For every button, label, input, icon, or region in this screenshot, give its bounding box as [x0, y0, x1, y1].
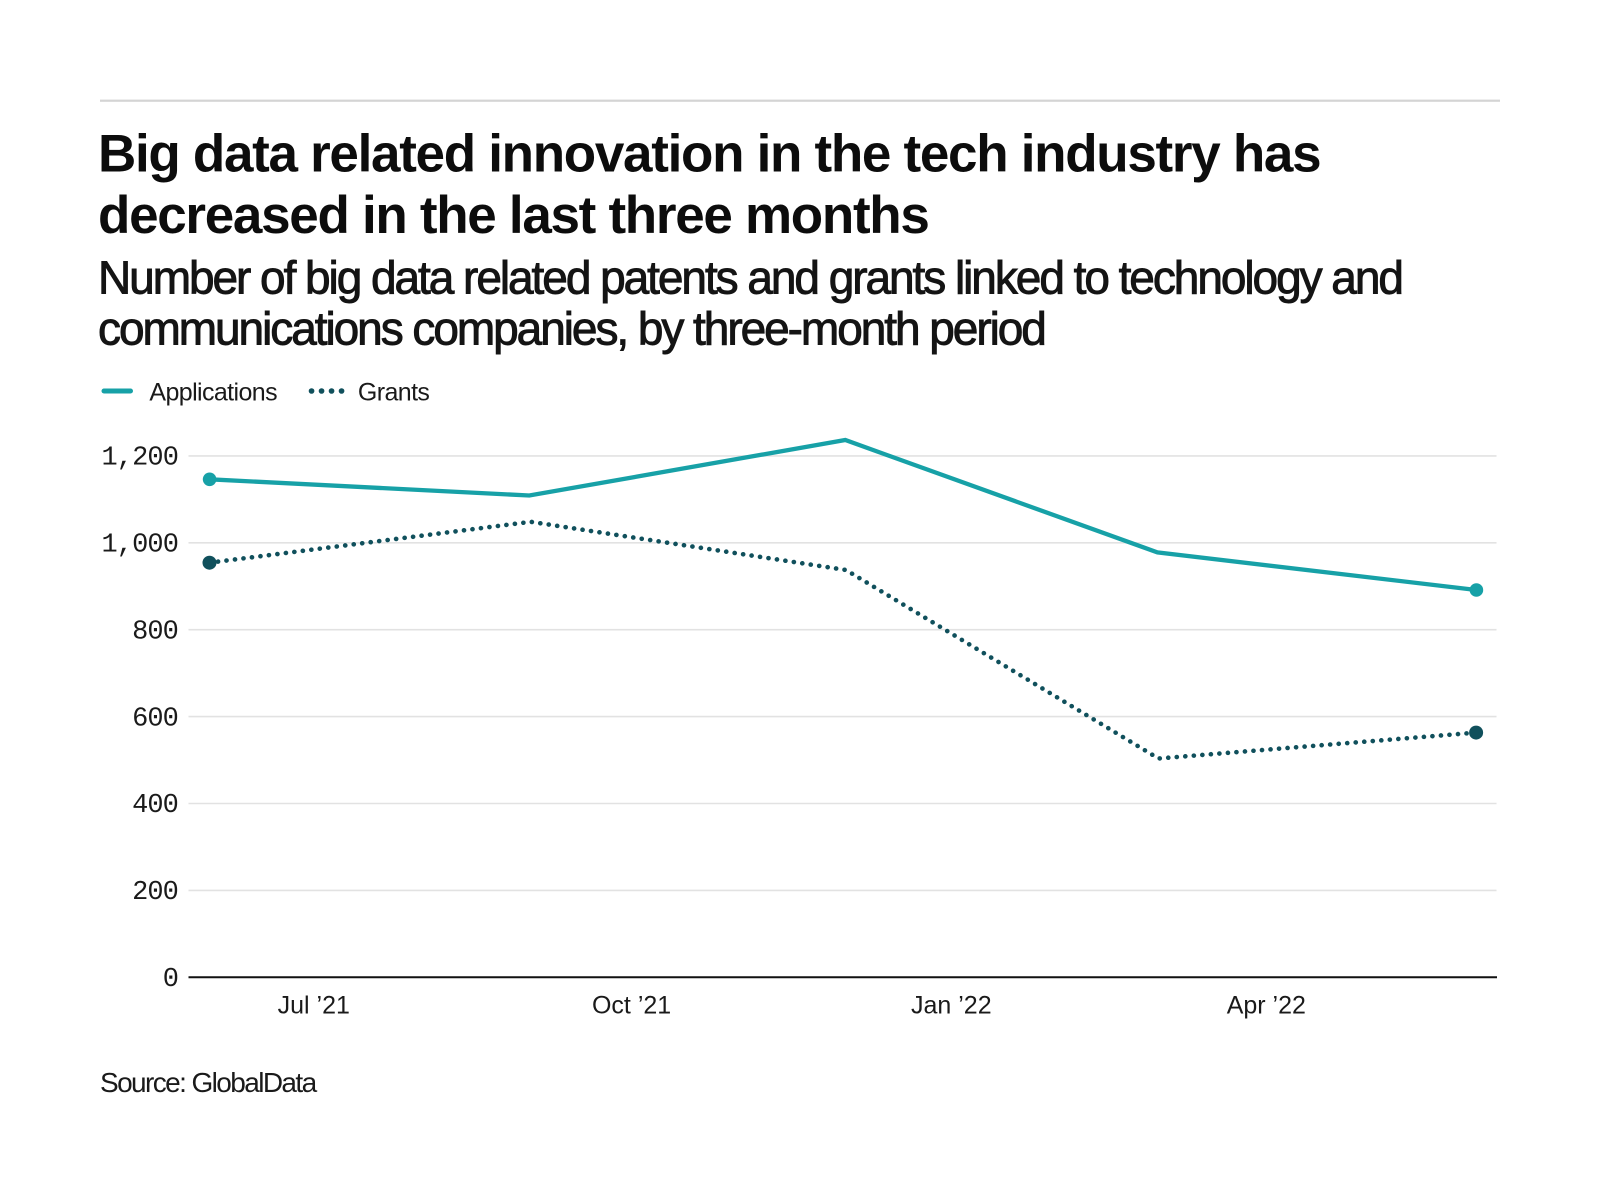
svg-text:Number of big data related pat: Number of big data related patents and g… [98, 251, 1402, 303]
svg-text:400: 400 [132, 791, 178, 821]
svg-text:Applications: Applications [149, 379, 277, 407]
svg-text:Big data related innovation in: Big data related innovation in the tech … [98, 124, 1320, 183]
svg-text:Apr ’22: Apr ’22 [1227, 991, 1306, 1019]
svg-text:1,000: 1,000 [101, 531, 178, 561]
svg-text:800: 800 [132, 617, 178, 647]
svg-text:Jan ’22: Jan ’22 [911, 991, 992, 1019]
svg-text:Jul ’21: Jul ’21 [278, 991, 350, 1019]
svg-text:200: 200 [132, 878, 178, 908]
svg-text:Grants: Grants [358, 379, 430, 407]
svg-text:decreased in the last three mo: decreased in the last three months [98, 186, 929, 245]
svg-text:Source: GlobalData: Source: GlobalData [100, 1067, 318, 1098]
svg-text:0: 0 [163, 965, 178, 995]
svg-text:Oct ’21: Oct ’21 [592, 991, 671, 1019]
svg-text:600: 600 [132, 704, 178, 734]
svg-text:1,200: 1,200 [101, 444, 178, 474]
svg-text:communications companies, by t: communications companies, by three-month… [98, 302, 1045, 354]
